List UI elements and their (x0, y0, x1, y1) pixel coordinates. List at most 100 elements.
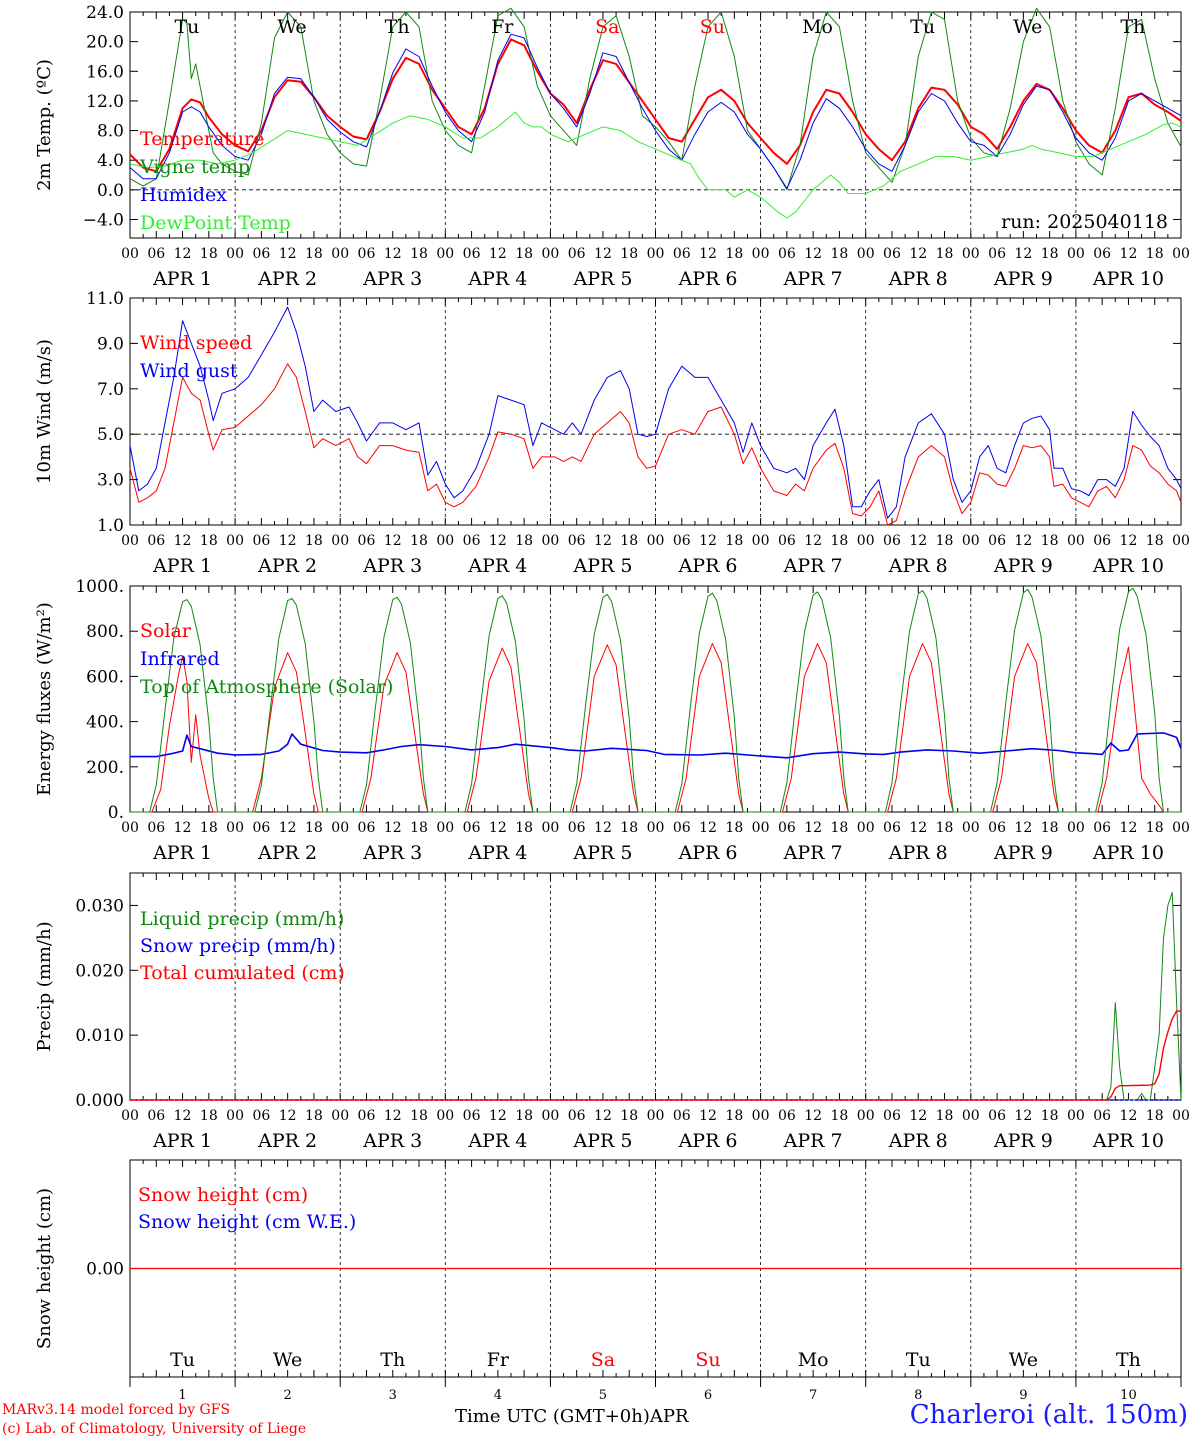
day-name: Mo (802, 16, 833, 38)
y-tick-label: 4.0 (97, 151, 124, 171)
hour-tick-label: 12 (1014, 820, 1032, 836)
day-name: Tu (906, 1349, 931, 1371)
hour-tick-label: 06 (988, 820, 1006, 836)
hour-tick-label: 00 (121, 246, 139, 262)
hour-tick-label: 00 (331, 820, 349, 836)
legend-entry: Solar (140, 620, 192, 642)
hour-tick-label: 12 (489, 1108, 507, 1124)
hour-tick-label: 12 (489, 246, 507, 262)
x-axis-title: Time UTC (GMT+0h)APR (455, 1406, 689, 1427)
run-annotation: run: 2025040118 (1001, 211, 1168, 233)
day-number: 8 (914, 1388, 922, 1403)
series-line (129, 306, 1182, 519)
hour-tick-label: 00 (857, 820, 875, 836)
date-label: APR 10 (1092, 1130, 1164, 1152)
hour-tick-label: 06 (358, 246, 376, 262)
day-name: Sa (591, 1349, 615, 1371)
hour-tick-label: 00 (647, 1108, 665, 1124)
date-label: APR 6 (678, 1130, 738, 1152)
hour-tick-label: 06 (673, 1108, 691, 1124)
y-tick-label: −4.0 (83, 210, 124, 230)
hour-tick-label: 06 (568, 1108, 586, 1124)
hour-tick-label: 12 (804, 246, 822, 262)
day-name: We (1013, 16, 1042, 38)
day-number: 9 (1019, 1388, 1027, 1403)
y-axis-label: 10m Wind (m/s) (34, 339, 55, 484)
hour-tick-label: 18 (831, 246, 849, 262)
hour-tick-label: 18 (725, 533, 743, 549)
hour-tick-label: 00 (752, 246, 770, 262)
day-name: We (273, 1349, 302, 1371)
hour-tick-label: 12 (279, 1108, 297, 1124)
hour-tick-label: 00 (436, 246, 454, 262)
day-name: Sa (595, 16, 619, 38)
hour-tick-label: 18 (831, 1108, 849, 1124)
day-number: 4 (494, 1388, 502, 1403)
day-number: 5 (599, 1388, 607, 1403)
hour-tick-label: 06 (147, 533, 165, 549)
hour-tick-label: 00 (1067, 533, 1085, 549)
hour-tick-label: 06 (568, 820, 586, 836)
legend-entry: Total cumulated (cm) (140, 962, 345, 984)
date-label: APR 4 (467, 555, 527, 577)
hour-tick-label: 12 (279, 820, 297, 836)
y-axis-label: Snow height (cm) (34, 1188, 55, 1349)
hour-tick-label: 18 (515, 820, 533, 836)
date-label: APR 9 (993, 268, 1053, 290)
legend-entry: Snow height (cm) (138, 1184, 308, 1206)
hour-tick-label: 00 (226, 820, 244, 836)
hour-tick-label: 18 (410, 533, 428, 549)
legend-entry: Temperature (140, 128, 264, 150)
y-tick-label: 5.0 (97, 425, 124, 445)
hour-tick-label: 12 (909, 533, 927, 549)
day-name: Th (1120, 16, 1145, 38)
panel-5: 0.00 Snow height (cm) Snow height (cm) Snow… (34, 1159, 1182, 1403)
hour-tick-label: 00 (121, 533, 139, 549)
series-line (129, 7, 1182, 191)
hour-tick-label: 06 (358, 820, 376, 836)
hour-tick-label: 00 (331, 1108, 349, 1124)
hour-tick-label: 06 (147, 246, 165, 262)
panel-1: −4.0 0.0 4.0 8.0 12.0 16.0 20.0 24.0 2m Temp. (º… (34, 3, 1190, 290)
hour-tick-label: 18 (936, 1108, 954, 1124)
y-tick-label: 400. (86, 713, 124, 733)
day-name: Tu (174, 16, 199, 38)
hour-tick-label: 06 (883, 533, 901, 549)
date-label: APR 3 (362, 555, 422, 577)
series-line (129, 363, 1182, 526)
date-label: APR 10 (1092, 555, 1164, 577)
panel-3: 0. 200. 400. 600. 800. 1000. Energy fluxes (W/… (34, 577, 1190, 864)
hour-tick-label: 18 (305, 820, 323, 836)
hour-tick-label: 06 (463, 820, 481, 836)
date-label: APR 1 (152, 1130, 212, 1152)
hour-tick-label: 06 (883, 1108, 901, 1124)
station-name: Charleroi (alt. 150m) (909, 1400, 1188, 1430)
hour-tick-label: 00 (541, 246, 559, 262)
y-tick-label: 200. (86, 758, 124, 778)
hour-tick-label: 12 (174, 246, 192, 262)
hour-tick-label: 06 (358, 1108, 376, 1124)
hour-tick-label: 18 (620, 246, 638, 262)
date-label: APR 5 (572, 1130, 632, 1152)
hour-tick-label: 18 (1041, 246, 1059, 262)
day-number: 3 (389, 1388, 397, 1403)
hour-tick-label: 12 (384, 820, 402, 836)
hour-tick-label: 18 (936, 246, 954, 262)
series-line (129, 38, 1182, 173)
legend-entry: Wind speed (140, 332, 252, 354)
hour-tick-label: 06 (147, 820, 165, 836)
hour-tick-label: 12 (594, 820, 612, 836)
hour-tick-label: 00 (962, 533, 980, 549)
series-line (130, 732, 1182, 759)
hour-tick-label: 00 (541, 820, 559, 836)
hour-tick-label: 12 (699, 246, 717, 262)
hour-tick-label: 12 (804, 533, 822, 549)
date-label: APR 5 (572, 555, 632, 577)
hour-tick-label: 00 (752, 820, 770, 836)
date-label: APR 7 (783, 555, 843, 577)
hour-tick-label: 18 (1041, 820, 1059, 836)
date-label: APR 9 (993, 555, 1053, 577)
hour-tick-label: 18 (1146, 820, 1164, 836)
hour-tick-label: 00 (1067, 1108, 1085, 1124)
series-line (129, 111, 1182, 219)
